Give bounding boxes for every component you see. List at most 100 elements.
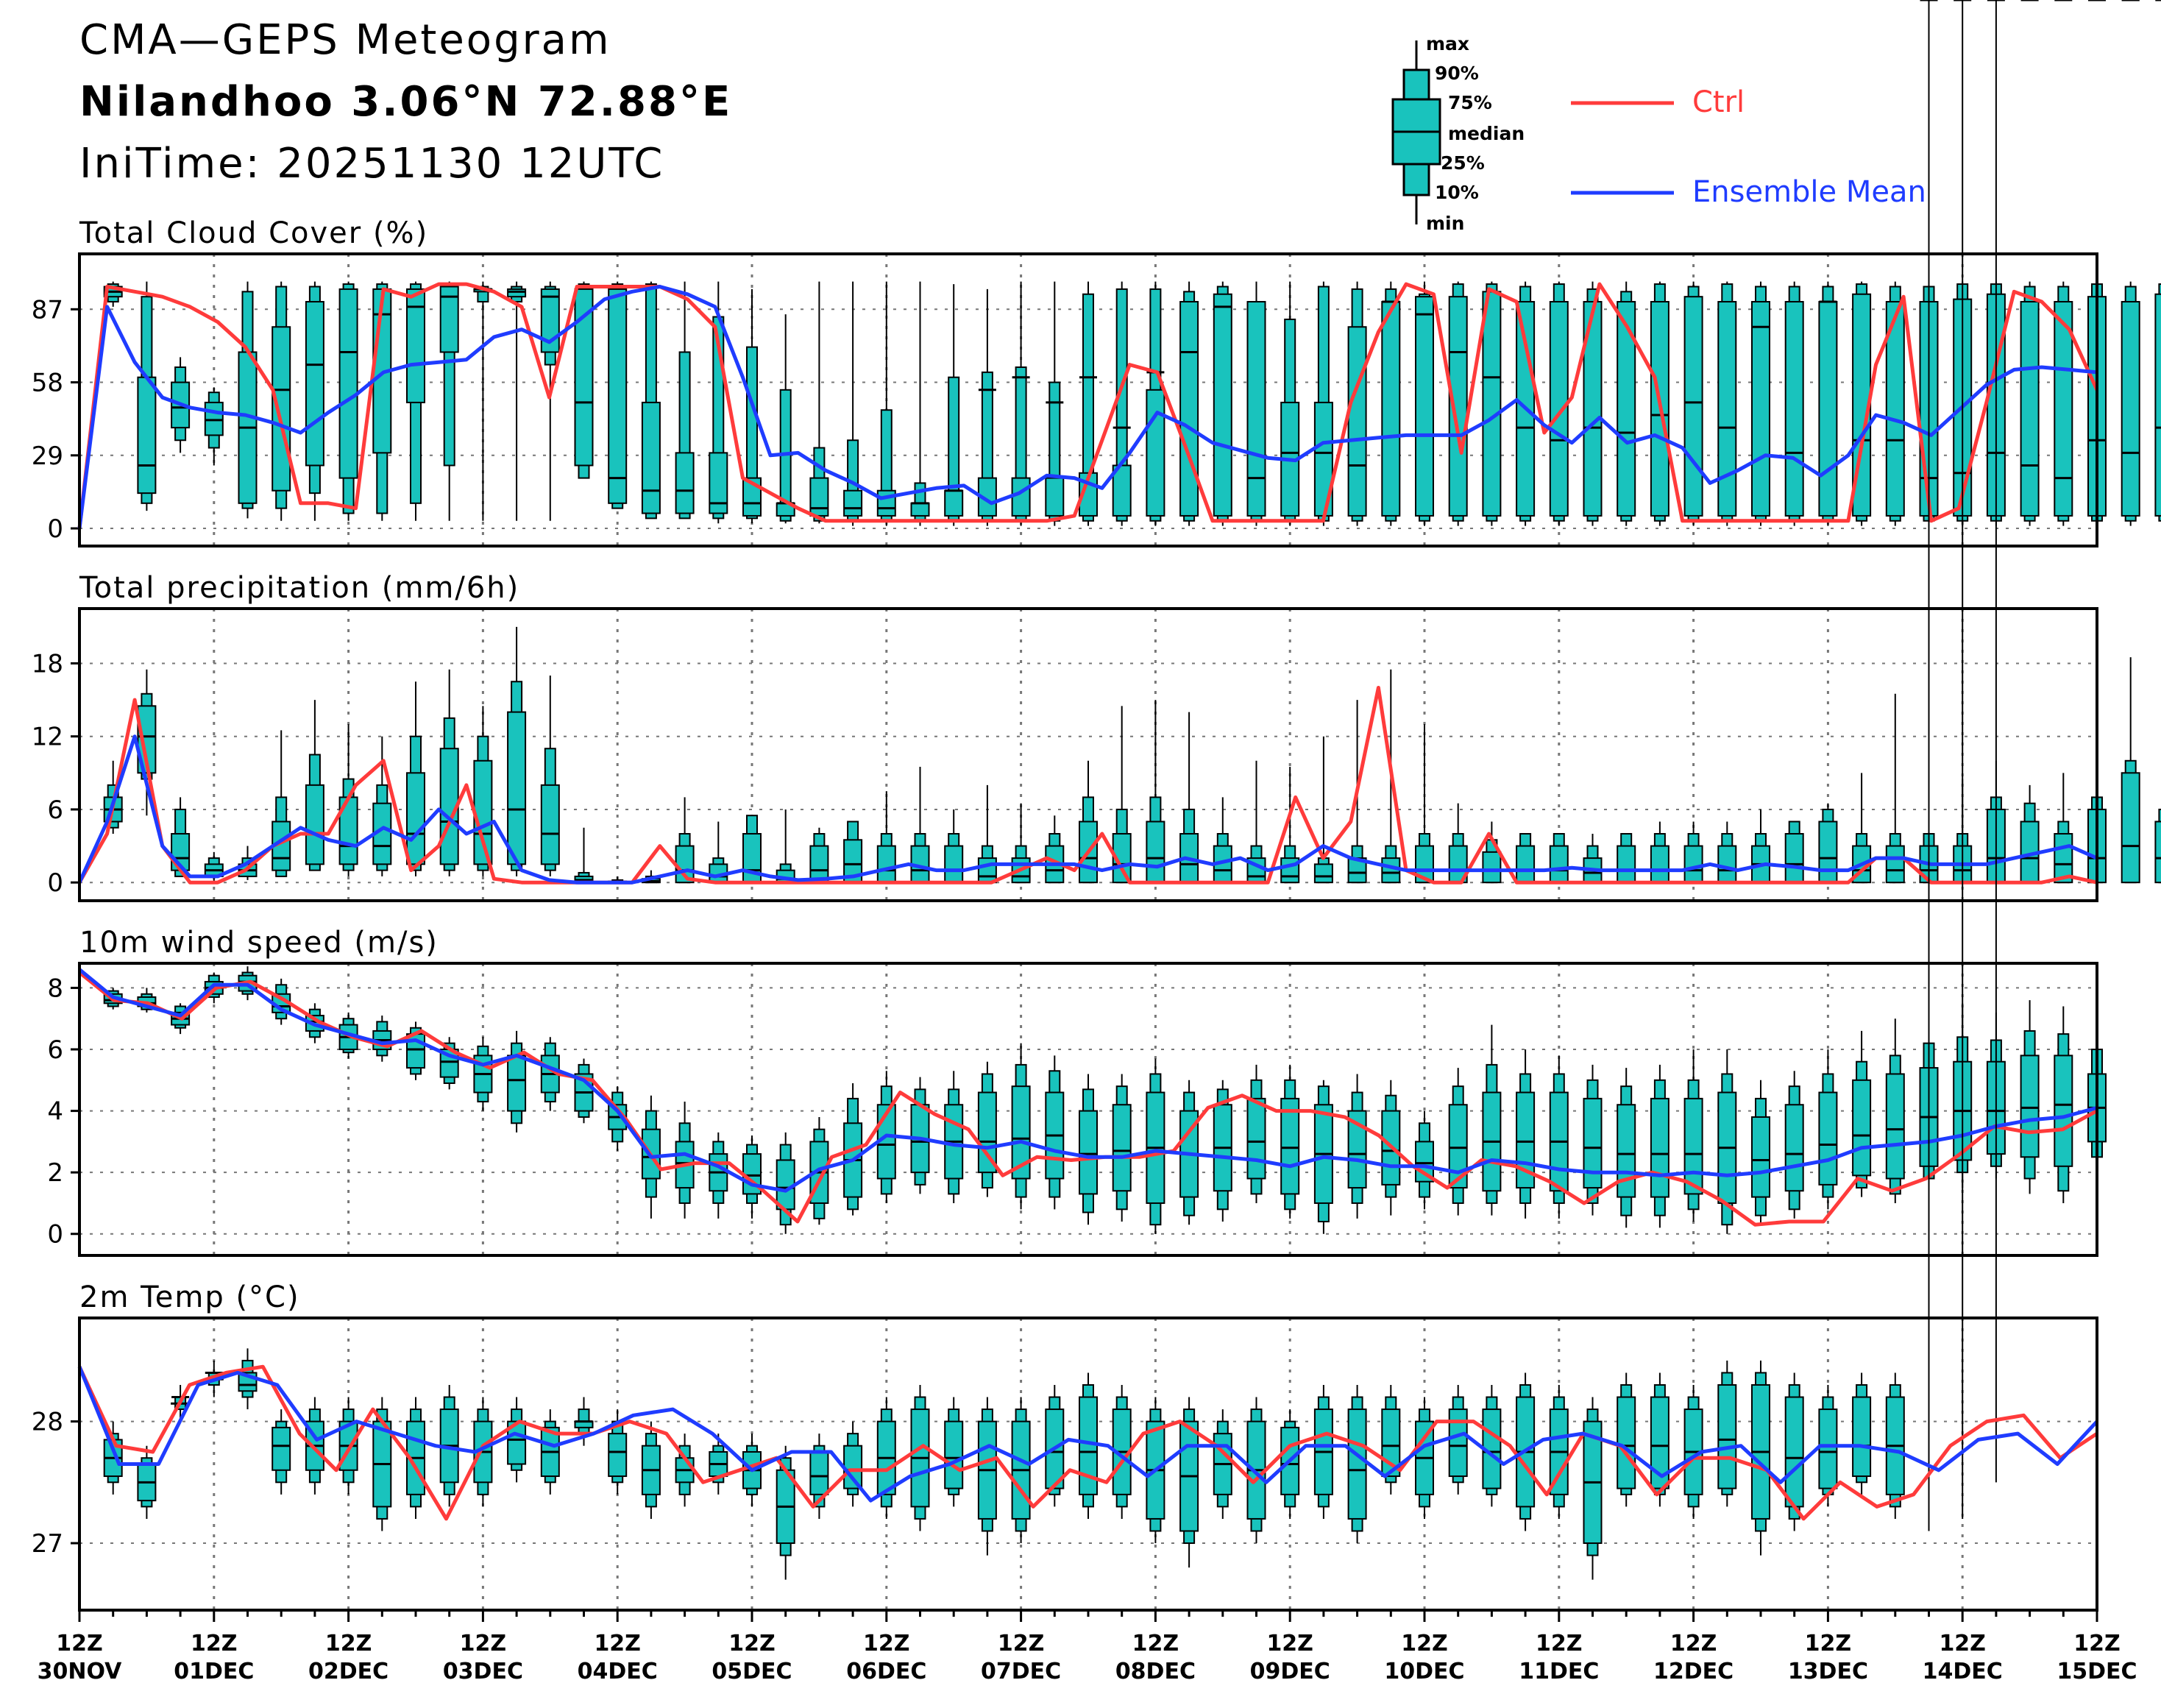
box-inner xyxy=(2154,293,2161,517)
box-2-43 xyxy=(1549,1055,1569,1219)
box-0-57 xyxy=(2020,281,2040,526)
ensemble-mean-line xyxy=(78,968,2098,1193)
box-3-22 xyxy=(843,1421,863,1507)
box-0-51 xyxy=(1818,281,1838,526)
box-2-42 xyxy=(1516,1049,1536,1219)
box-2-52 xyxy=(1852,1030,1872,1197)
legend-p10-label: 10% xyxy=(1435,182,1479,203)
box-3-32 xyxy=(1179,1397,1199,1568)
box-0-44 xyxy=(1583,281,1603,526)
box-2-40 xyxy=(1448,1068,1468,1216)
box-inner xyxy=(1784,1396,1804,1508)
box-inner xyxy=(272,1426,291,1471)
box-3-23 xyxy=(876,1397,896,1519)
box-inner xyxy=(305,301,324,467)
box-0-29 xyxy=(1079,281,1098,526)
y-tick-label: 18 xyxy=(32,649,63,678)
box-3-15 xyxy=(608,1409,628,1495)
box-inner xyxy=(843,1445,863,1489)
y-tick-label: 0 xyxy=(47,868,63,898)
legend-median-label: median xyxy=(1448,123,1525,144)
box-1-27 xyxy=(1011,803,1031,884)
x-tick-hour: 12Z xyxy=(863,1631,910,1656)
box-inner xyxy=(540,784,560,865)
box-2-31 xyxy=(1146,1058,1165,1234)
panel-title-wind: 10m wind speed (m/s) xyxy=(79,926,439,960)
box-1-47 xyxy=(1683,821,1703,884)
box-inner xyxy=(507,1055,527,1112)
box-3-12 xyxy=(507,1397,527,1483)
box-3-29 xyxy=(1079,1372,1098,1519)
box-1-5 xyxy=(272,730,291,877)
box-2-37 xyxy=(1347,1074,1367,1219)
box-2-26 xyxy=(977,1061,997,1197)
box-inner xyxy=(305,784,324,865)
box-inner xyxy=(1415,296,1434,517)
legend-ctrl-label: Ctrl xyxy=(1692,85,1745,119)
box-inner xyxy=(776,1159,795,1211)
box-0-32 xyxy=(1179,281,1199,526)
box-3-7 xyxy=(338,1397,358,1495)
box-0-28 xyxy=(1045,281,1065,526)
box-3-5 xyxy=(272,1409,291,1495)
box-1-10 xyxy=(439,669,459,876)
box-inner xyxy=(1683,845,1703,884)
box-0-1 xyxy=(137,281,157,511)
box-3-55 xyxy=(1954,0,1972,1519)
box-outer xyxy=(746,346,758,520)
y-tick-label: 12 xyxy=(32,723,63,752)
x-tick-date: 04DEC xyxy=(578,1659,658,1684)
box-2-8 xyxy=(372,1016,392,1062)
box-0-3 xyxy=(204,387,224,466)
x-tick-hour: 12Z xyxy=(191,1631,238,1656)
box-2-30 xyxy=(1112,1074,1132,1222)
x-tick-hour: 12Z xyxy=(2073,1631,2121,1656)
box-outer xyxy=(1082,293,1094,522)
x-tick-date: 14DEC xyxy=(1923,1659,2003,1684)
box-2-49 xyxy=(1751,1080,1770,1225)
box-inner xyxy=(2054,301,2073,517)
box-1-33 xyxy=(1213,797,1232,884)
panel-title-cloud: Total Cloud Cover (%) xyxy=(79,216,428,250)
box-2-48 xyxy=(1717,1049,1737,1234)
panel-1: 0 6 12 18 xyxy=(32,607,2161,902)
box-inner xyxy=(507,288,527,298)
box-2-25 xyxy=(944,1071,964,1203)
box-inner xyxy=(338,796,358,865)
box-inner xyxy=(1751,301,1770,517)
box-0-13 xyxy=(540,281,560,521)
box-inner xyxy=(2054,833,2073,884)
ctrl-line xyxy=(77,686,2098,885)
box-inner xyxy=(1011,1085,1031,1180)
box-0-50 xyxy=(1784,281,1804,526)
box-inner xyxy=(608,288,628,504)
box-0-36 xyxy=(1313,281,1333,526)
init-time-label: IniTime: 20251130 12UTC xyxy=(79,140,665,188)
box-3-1 xyxy=(137,1445,157,1519)
box-inner xyxy=(204,401,224,436)
box-3-16 xyxy=(641,1421,661,1519)
box-inner xyxy=(1347,326,1367,517)
y-tick-label: 29 xyxy=(32,442,63,471)
box-3-24 xyxy=(910,1384,930,1531)
box-2-46 xyxy=(1650,1064,1669,1228)
y-tick-label: 2 xyxy=(47,1158,63,1188)
box-inner xyxy=(910,502,930,517)
x-tick-hour: 12Z xyxy=(1670,1631,1717,1656)
box-3-37 xyxy=(1347,1384,1367,1544)
box-inner xyxy=(1313,863,1333,884)
box-inner xyxy=(1617,1104,1636,1198)
ensemble-mean-line xyxy=(77,734,2098,885)
box-inner xyxy=(1482,851,1502,884)
box-2-50 xyxy=(1784,1071,1804,1219)
x-tick-hour: 12Z xyxy=(728,1631,776,1656)
box-inner xyxy=(1381,301,1401,517)
box-1-29 xyxy=(1079,760,1098,884)
box-inner xyxy=(1751,1116,1770,1198)
box-inner xyxy=(1784,1104,1804,1192)
box-inner xyxy=(1482,291,1502,517)
box-3-45 xyxy=(1617,1372,1636,1507)
box-inner xyxy=(809,477,829,517)
box-inner xyxy=(641,401,661,514)
